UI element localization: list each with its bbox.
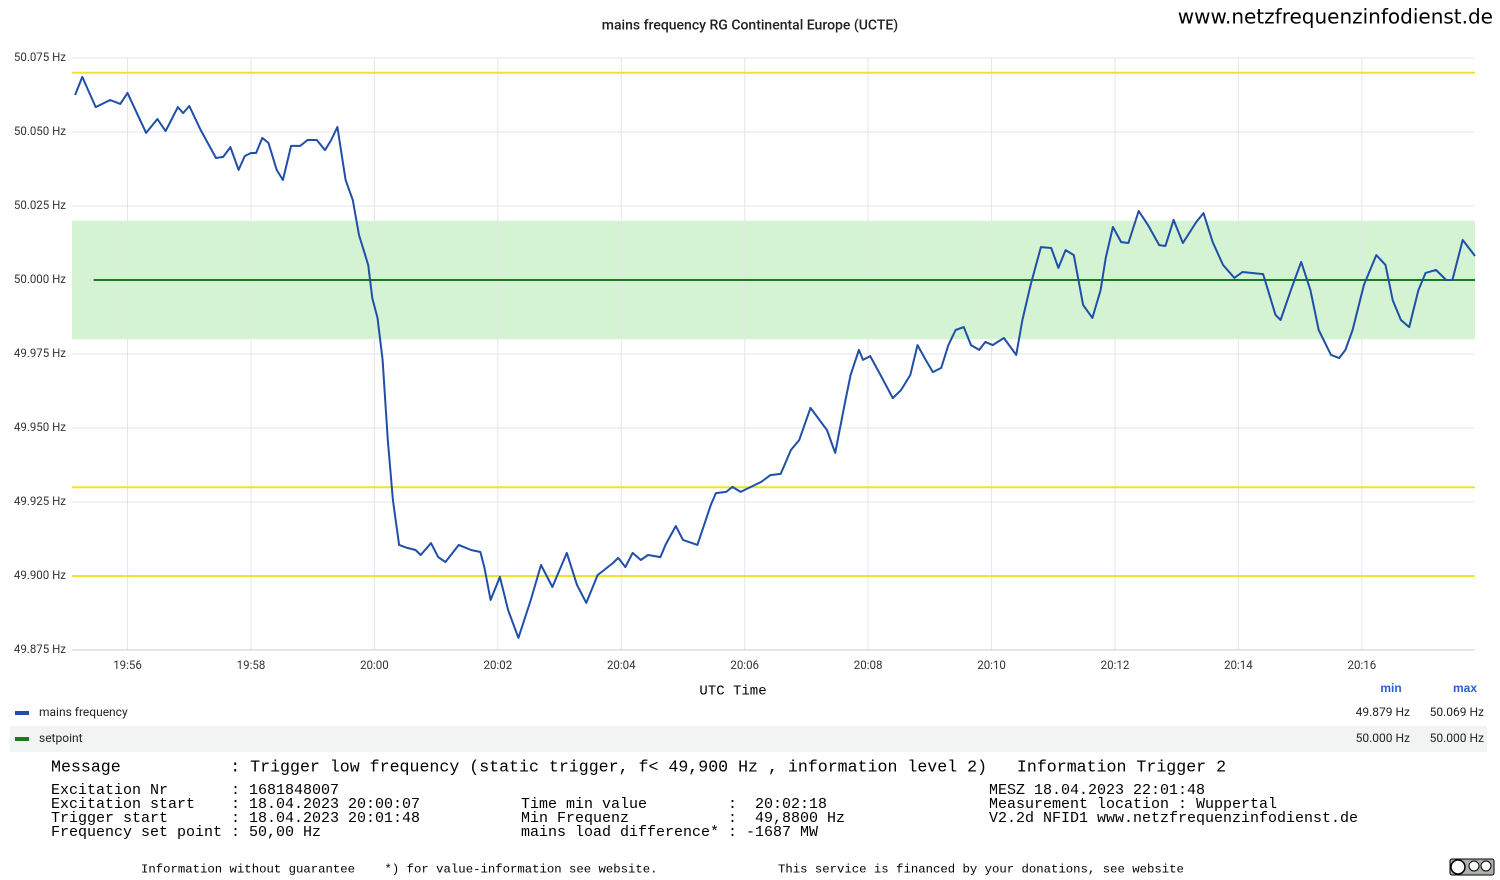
x-tick-label: 19:56: [113, 658, 142, 672]
legend-min: 50.000 Hz: [1356, 731, 1410, 745]
info-line: Measurement location : Wuppertal: [989, 796, 1277, 813]
x-tick-label: 20:00: [360, 658, 389, 672]
legend-swatch: [15, 711, 29, 715]
info-block: Message : Trigger low frequency (static …: [51, 757, 1358, 876]
legend-min: 49.879 Hz: [1356, 705, 1410, 719]
series-line: [74, 75, 1476, 639]
y-tick-label: 49.975 Hz: [14, 346, 66, 360]
legend-label: mains frequency: [39, 705, 128, 719]
x-tick-label: 20:02: [484, 658, 513, 672]
x-tick-label: 20:12: [1101, 658, 1130, 672]
footer-note: Information without guarantee *) for val…: [141, 862, 658, 876]
info-line: Min Frequenz : 49,8800 Hz: [521, 810, 845, 827]
info-line: mains load difference* : -1687 MW: [521, 824, 818, 841]
y-tick-label: 50.050 Hz: [14, 124, 66, 138]
y-tick-label: 50.000 Hz: [14, 272, 66, 286]
legend-max: 50.000 Hz: [1430, 731, 1484, 745]
y-tick-label: 49.950 Hz: [14, 420, 66, 434]
legend-swatch: [15, 737, 29, 741]
footer-note: This service is financed by your donatio…: [778, 862, 1184, 876]
y-tick-label: 50.025 Hz: [14, 198, 66, 212]
x-tick-label: 20:10: [977, 658, 1006, 672]
x-tick-label: 20:06: [730, 658, 759, 672]
info-line: V2.2d NFID1 www.netzfrequenzinfodienst.d…: [989, 810, 1358, 827]
legend-header: min: [1380, 681, 1401, 695]
x-tick-label: 19:58: [237, 658, 266, 672]
info-line: Excitation Nr : 1681848007: [51, 782, 339, 799]
info-line: Excitation start : 18.04.2023 20:00:07: [51, 796, 420, 813]
y-tick-label: 49.875 Hz: [14, 642, 66, 656]
info-line: Frequency set point : 50,00 Hz: [51, 824, 321, 841]
chart-title: mains frequency RG Continental Europe (U…: [602, 18, 898, 34]
y-tick-label: 49.925 Hz: [14, 494, 66, 508]
x-tick-label: 20:16: [1348, 658, 1377, 672]
x-tick-label: 20:04: [607, 658, 636, 672]
info-line: Trigger start : 18.04.2023 20:01:48: [51, 810, 420, 827]
legend-row-bg: [10, 726, 1487, 752]
message: Message : Trigger low frequency (static …: [51, 757, 1226, 776]
x-tick-label: 20:14: [1224, 658, 1253, 672]
site-url: www.netzfrequenzinfodienst.de: [1178, 5, 1493, 29]
cc-icon: [1449, 858, 1495, 876]
y-tick-label: 50.075 Hz: [14, 50, 66, 64]
legend: min max mains frequency 49.879 Hz 50.069 Hz s…: [15, 681, 1484, 745]
x-tick-label: 20:08: [854, 658, 883, 672]
y-tick-label: 49.900 Hz: [14, 568, 66, 582]
info-line: MESZ 18.04.2023 22:01:48: [989, 782, 1205, 799]
x-axis-label: UTC Time: [699, 684, 766, 700]
legend-label: setpoint: [39, 731, 83, 745]
legend-header: max: [1453, 681, 1477, 695]
plot-area: [72, 57, 1476, 651]
info-line: Time min value : 20:02:18: [521, 796, 827, 813]
legend-max: 50.069 Hz: [1430, 705, 1484, 719]
